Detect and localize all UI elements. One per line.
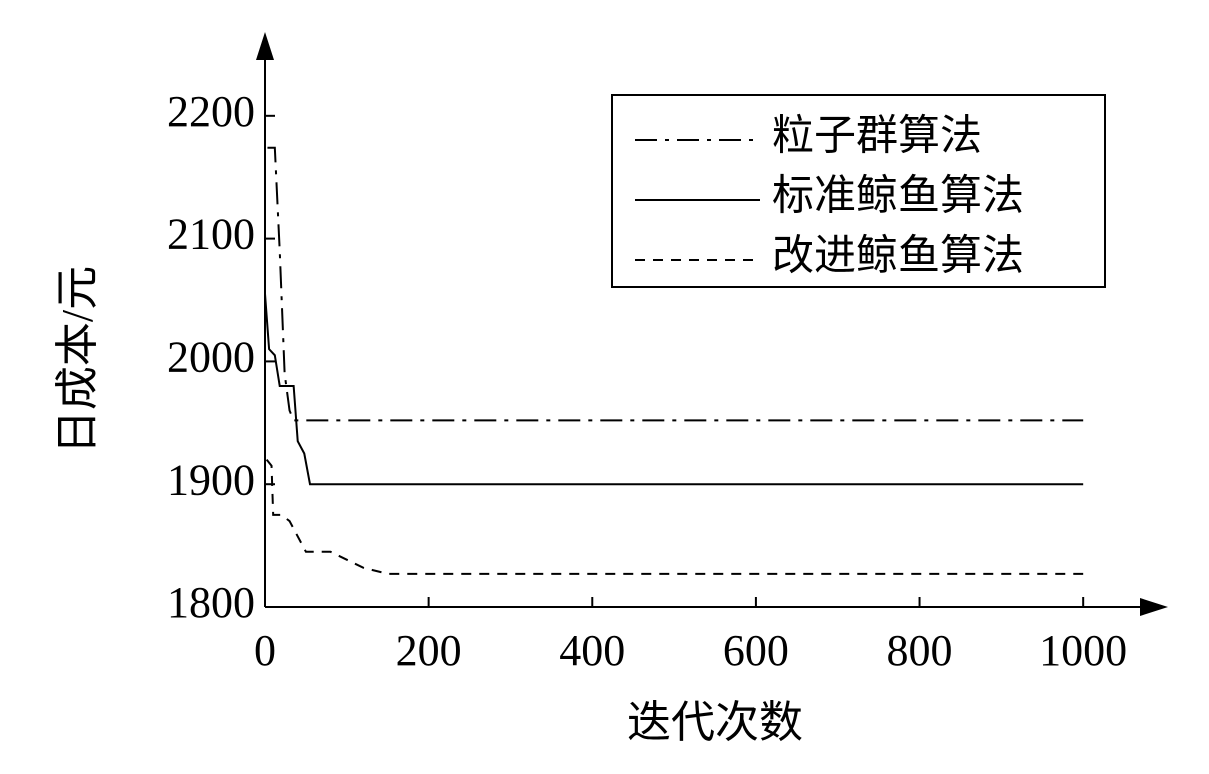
x-tick-label: 1000 [1039,626,1127,675]
legend-label: 标准鲸鱼算法 [772,174,1024,220]
x-tick-label: 0 [254,626,276,675]
x-tick-label: 400 [559,626,625,675]
y-tick-label: 1900 [167,455,255,504]
x-tick-label: 800 [887,626,953,675]
series-line [265,459,1084,575]
y-tick-label: 1800 [167,578,255,627]
legend-label: 改进鲸鱼算法 [772,234,1024,280]
x-axis-arrow [1140,598,1168,616]
y-axis-arrow [256,32,274,60]
x-tick-label: 200 [396,626,462,675]
series-line [267,146,1084,422]
y-tick-label: 2000 [167,333,255,382]
y-tick-label: 2200 [167,87,255,136]
series-line [264,293,1084,486]
x-tick-label: 600 [723,626,789,675]
y-axis-label: 日成本/元 [53,266,102,454]
legend-label: 粒子群算法 [772,114,982,160]
y-tick-label: 2100 [167,210,255,259]
legend-box [611,94,1106,288]
x-axis-label: 迭代次数 [627,698,803,747]
